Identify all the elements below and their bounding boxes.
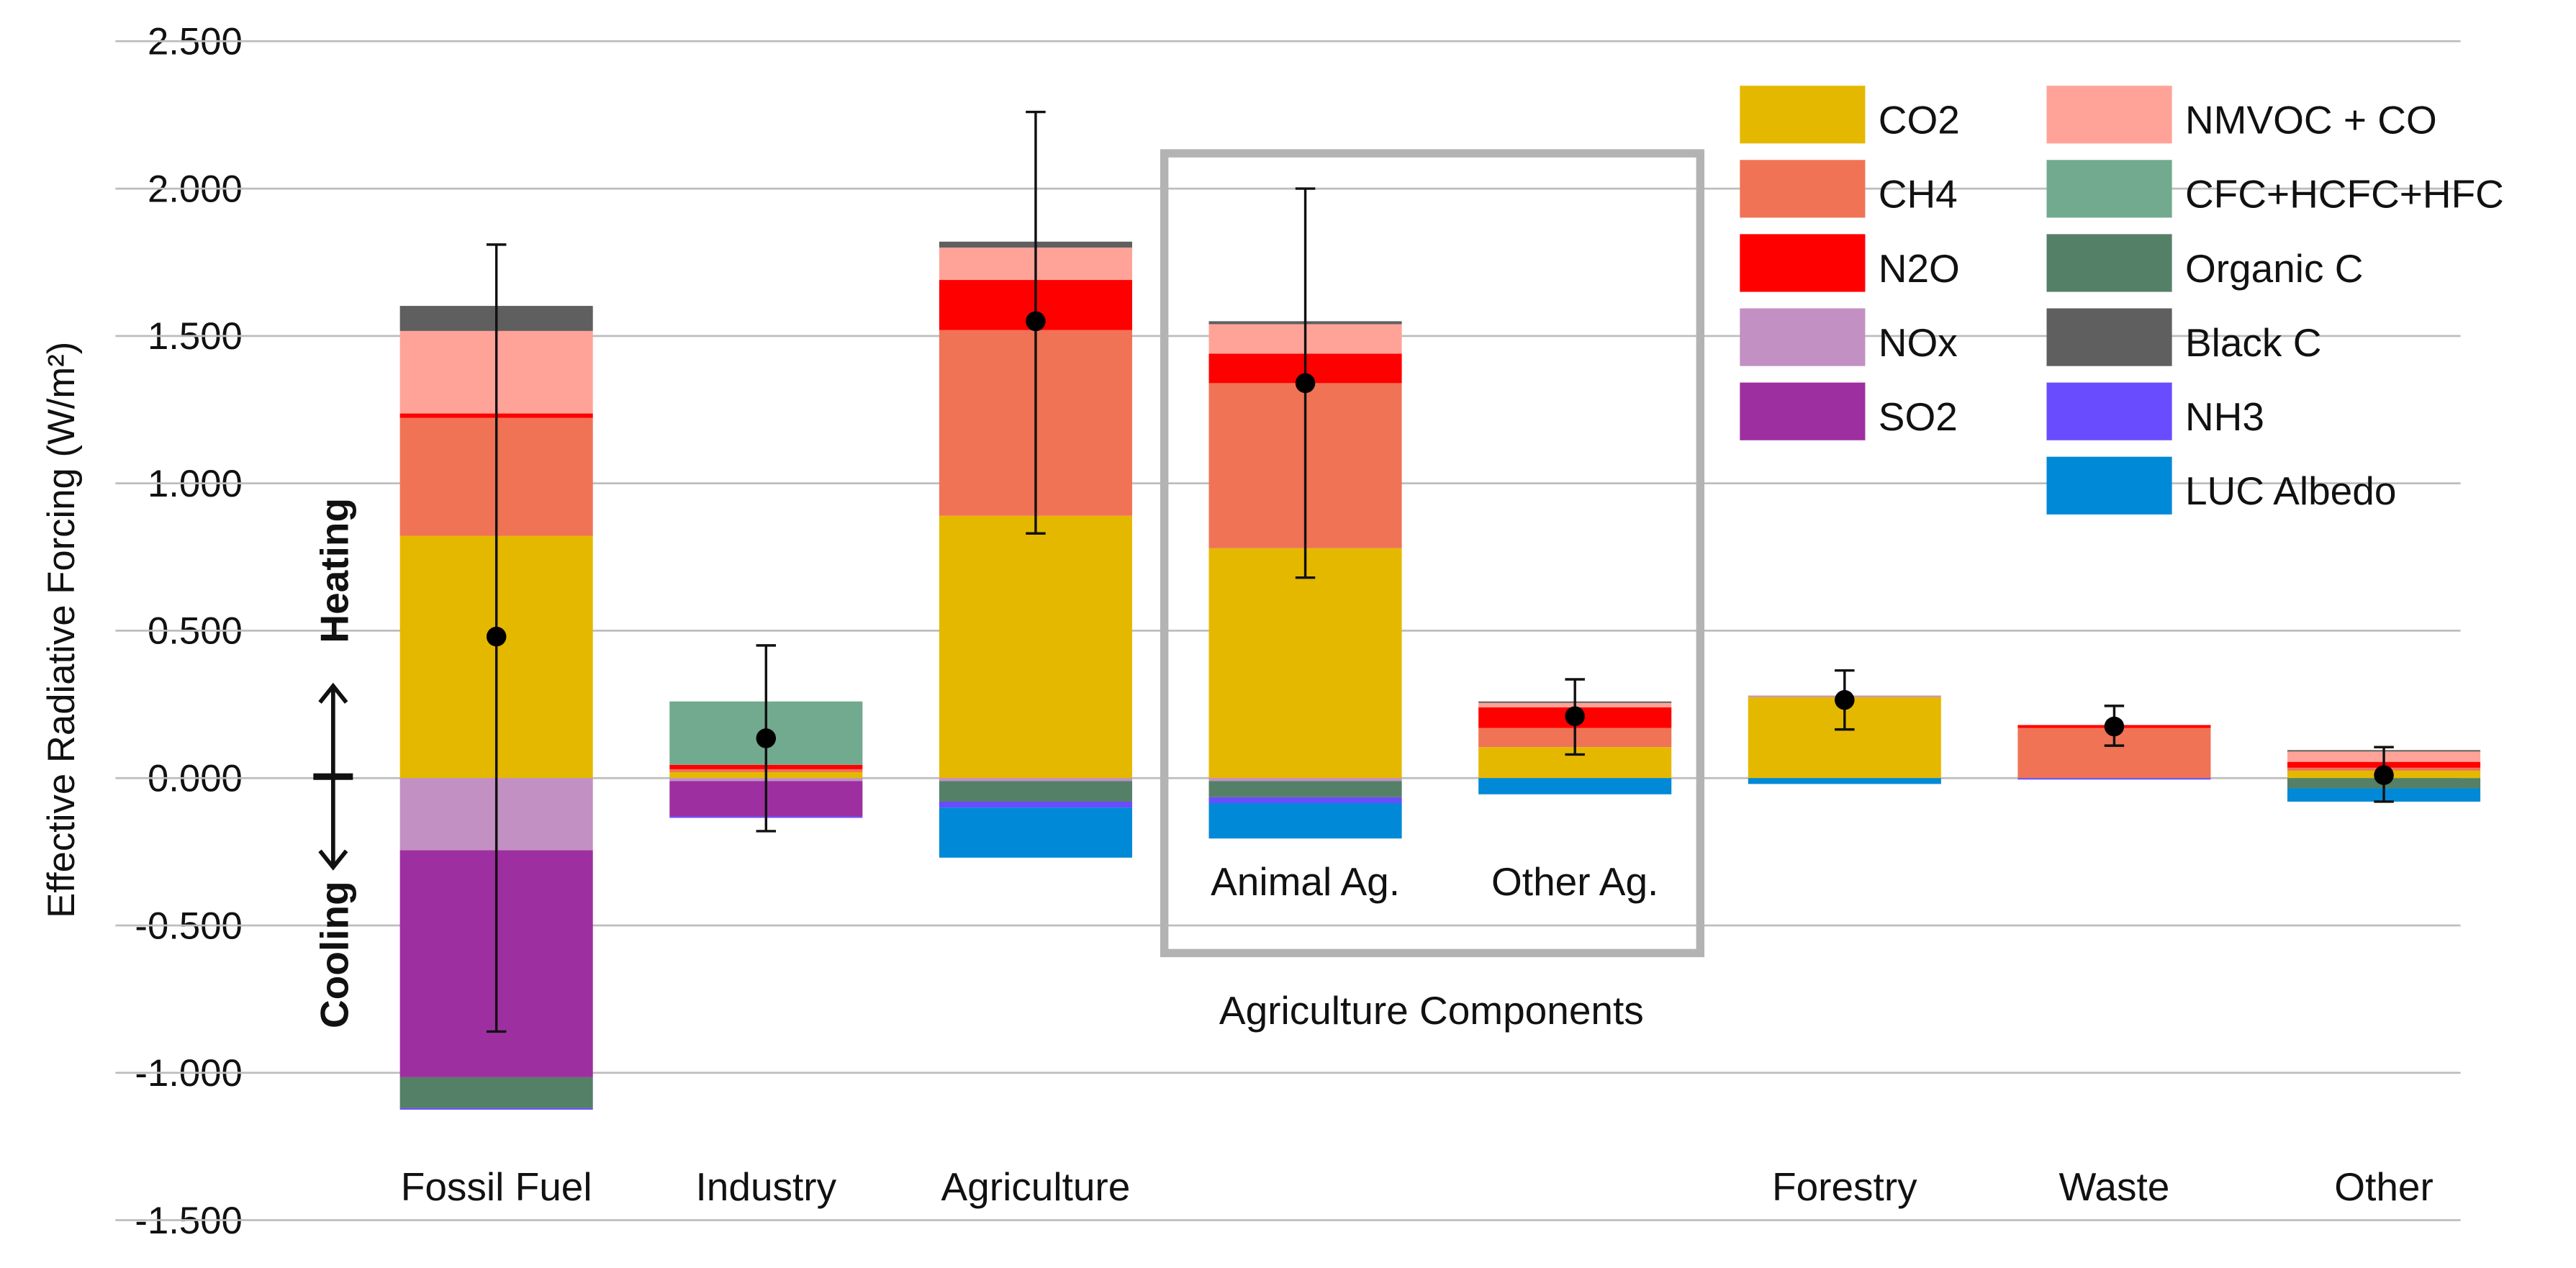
x-tick-label: Waste	[2059, 1164, 2170, 1209]
mean-marker	[2374, 765, 2394, 785]
bar-segment	[939, 807, 1132, 858]
bar-segment	[1208, 803, 1402, 839]
legend-swatch	[1740, 234, 1866, 292]
bar-segment	[939, 801, 1132, 808]
x-tick-label: Industry	[696, 1164, 837, 1209]
legend-label: NMVOC + CO	[2185, 98, 2437, 142]
group-box	[1160, 149, 1705, 958]
legend-swatch	[2046, 308, 2172, 366]
legend-swatch	[1740, 308, 1866, 366]
heating-cooling-arrow	[313, 682, 353, 871]
legend-label: NOx	[1879, 320, 1958, 365]
bar-segment	[1478, 778, 1672, 794]
bar-segment	[399, 1108, 593, 1110]
x-tick-label: Other	[2334, 1164, 2433, 1209]
legend-swatch	[2046, 86, 2172, 144]
legend-label: CH4	[1879, 172, 1958, 217]
bars	[399, 241, 2481, 1110]
y-axis-label: Effective Radiative Forcing (W/m²)	[40, 342, 83, 918]
legend-swatch	[2046, 456, 2172, 515]
x-tick-label: Forestry	[1772, 1164, 1917, 1209]
legend-label: CFC+HCFC+HFC	[2185, 172, 2504, 217]
bar-segment	[939, 781, 1132, 802]
legend-label: LUC Albedo	[2185, 468, 2396, 513]
bar-segment	[939, 515, 1132, 779]
bar-segment	[2017, 778, 2211, 780]
legend-label: N2O	[1879, 246, 1960, 291]
legend-swatch	[1740, 86, 1866, 144]
legend-swatch	[2046, 160, 2172, 218]
legend: CO2 CH4 N2O NOx SO2 NMVOC + CO CFC+HCFC+HFC Org…	[1740, 86, 2504, 515]
bar-segment	[1208, 548, 1402, 779]
legend-swatch	[1740, 160, 1866, 218]
legend-swatch	[2046, 234, 2172, 292]
legend-label: Black C	[2185, 320, 2321, 365]
mean-marker	[1026, 311, 1046, 332]
mean-marker	[1835, 689, 1855, 710]
bar-segment	[1208, 797, 1402, 804]
overlay: Effective Radiative Forcing (W/m²) Heati…	[40, 110, 2433, 1209]
mean-marker	[1295, 373, 1316, 394]
legend-label: CO2	[1879, 98, 1960, 142]
mean-marker	[1565, 706, 1585, 726]
x-tick-label: Other Ag.	[1491, 859, 1658, 904]
bar-segment	[399, 1077, 593, 1108]
legend-swatch	[1740, 382, 1866, 440]
legend-swatch	[2046, 382, 2172, 440]
bar-segment	[939, 778, 1132, 782]
x-tick-label: Fossil Fuel	[401, 1164, 592, 1209]
bar-segment	[1208, 778, 1402, 782]
x-tick-label: Agriculture	[941, 1164, 1131, 1209]
x-tick-label: Animal Ag.	[1211, 859, 1400, 904]
cooling-label: Cooling	[312, 881, 356, 1028]
heating-label: Heating	[312, 498, 356, 643]
bar-segment	[1208, 781, 1402, 797]
bar-segment	[1748, 778, 1941, 784]
group-label: Agriculture Components	[1219, 988, 1644, 1033]
legend-label: SO2	[1879, 394, 1958, 439]
mean-marker	[2104, 716, 2125, 737]
mean-marker	[756, 728, 777, 748]
legend-label: Organic C	[2185, 246, 2364, 291]
legend-label: NH3	[2185, 394, 2264, 439]
mean-marker	[486, 626, 507, 647]
